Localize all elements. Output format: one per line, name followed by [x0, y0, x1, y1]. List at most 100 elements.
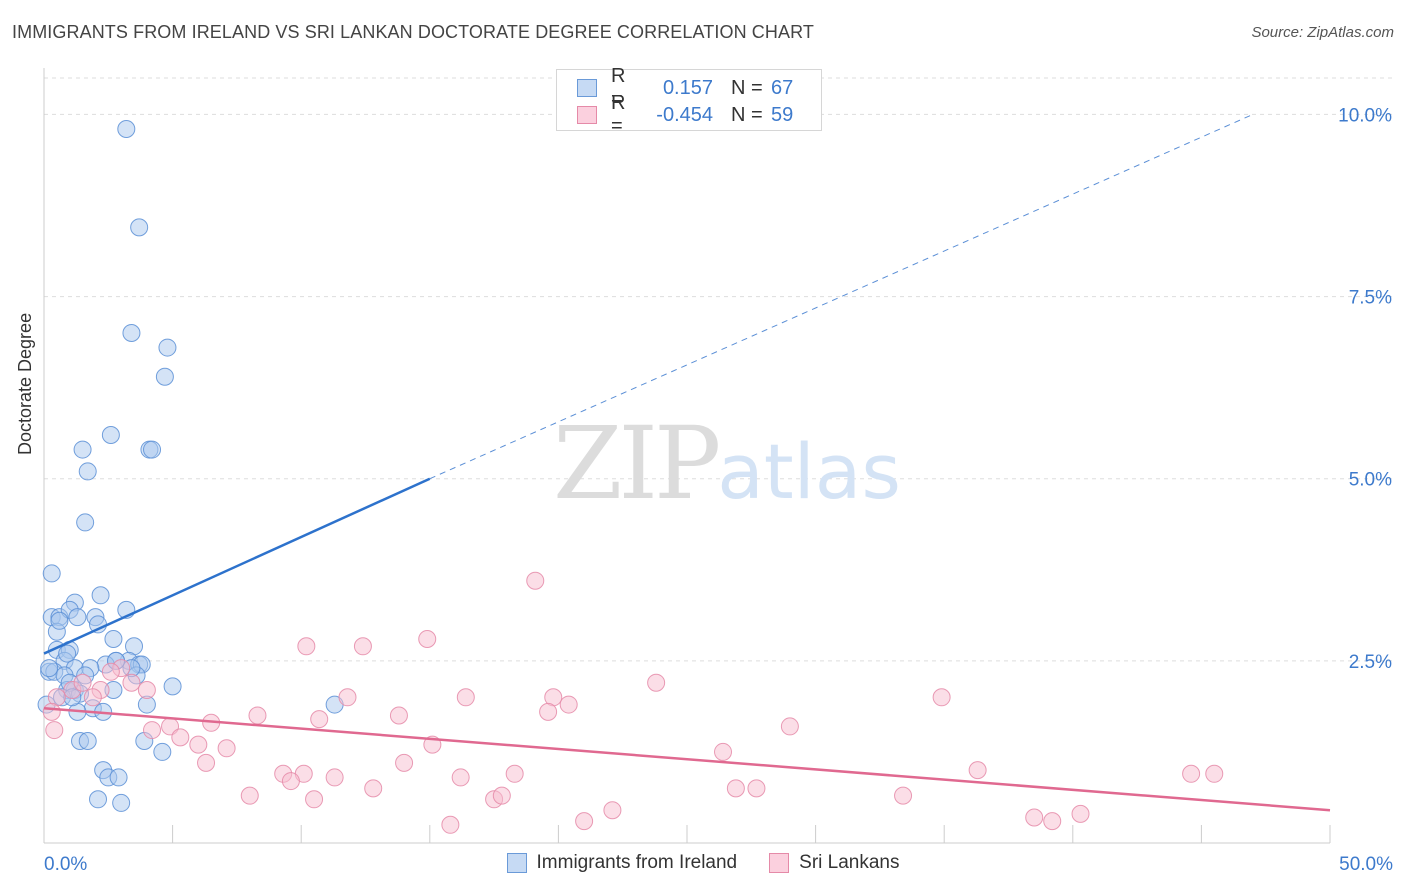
srilanka-point [441, 815, 460, 834]
srilanka-point [505, 764, 524, 783]
srilanka-point [240, 786, 259, 805]
srilanka-point [395, 753, 414, 772]
ireland-point [155, 367, 174, 386]
srilanka-point [83, 688, 102, 707]
y-axis-label: Doctorate Degree [15, 312, 35, 455]
y-tick-label: 7.5% [1349, 288, 1392, 309]
legend-row-ireland: R = 0.157 N = 67 [577, 65, 794, 110]
srilanka-point [575, 812, 594, 831]
stats-legend: R = 0.157 N = 67 R = -0.454 N = 59 [556, 65, 822, 137]
ireland-point [143, 440, 162, 459]
series-swatch-pink [769, 853, 790, 873]
srilanka-point [539, 702, 558, 721]
srilanka-point [492, 786, 511, 805]
srilanka-point [297, 637, 316, 656]
ireland-trend-line [43, 477, 431, 655]
ireland-point [40, 659, 59, 678]
ireland-point [76, 513, 95, 532]
ireland-point [122, 324, 141, 342]
series-legend-ireland: Immigrants from Ireland [506, 852, 738, 874]
srilanka-point [325, 768, 344, 787]
ireland-point [78, 732, 97, 750]
ireland-point [109, 768, 128, 787]
srilanka-point [1182, 764, 1201, 783]
legend-r-label: R = [611, 65, 626, 110]
series-legend: Immigrants from Ireland Sri Lankans [0, 852, 1406, 874]
ireland-point [42, 564, 61, 583]
srilanka-point [189, 735, 208, 754]
srilanka-point [171, 728, 190, 747]
legend-n-label: N = [731, 76, 763, 99]
srilanka-point [364, 779, 383, 798]
ireland-point [117, 120, 136, 138]
legend-row-srilanka: R = -0.454 N = 59 [577, 92, 794, 137]
srilanka-point [603, 801, 622, 820]
srilanka-point [42, 702, 61, 721]
srilanka-point [73, 673, 92, 692]
srilanka-point [456, 688, 475, 707]
srilanka-point [1025, 808, 1044, 827]
series-name: Immigrants from Ireland [536, 852, 738, 873]
ireland-point [50, 611, 69, 630]
legend-swatch-blue [577, 79, 597, 97]
legend-r-label: R = [611, 92, 626, 137]
legend-r-value: 0.157 [662, 76, 713, 99]
srilanka-point [248, 706, 267, 725]
srilanka-point [451, 768, 470, 787]
srilanka-point [559, 695, 578, 714]
srilanka-point [726, 779, 745, 798]
ireland-point [158, 338, 177, 357]
srilanka-point [305, 790, 324, 809]
y-tick-label: 2.5% [1349, 652, 1392, 673]
legend-n-label: N = [731, 103, 763, 126]
series-swatch-blue [506, 853, 527, 873]
ireland-point [91, 586, 110, 605]
srilanka-point [143, 721, 162, 740]
srilanka-point [1043, 812, 1062, 831]
legend-r-value: -0.454 [656, 103, 713, 126]
srilanka-point [714, 742, 733, 761]
srilanka-point [217, 739, 236, 758]
ireland-point [112, 793, 131, 812]
legend-swatch-pink [577, 106, 597, 124]
series-legend-srilanka: Sri Lankans [769, 852, 899, 874]
srilanka-point [1205, 764, 1224, 783]
x-tick-label: 50.0% [1339, 854, 1393, 875]
srilanka-trend-line [43, 706, 1331, 812]
srilanka-point [281, 772, 300, 791]
srilanka-point [197, 753, 216, 772]
ireland-point [163, 677, 182, 696]
source-label: Source: ZipAtlas.com [1251, 24, 1394, 41]
ireland-point [153, 742, 172, 761]
srilanka-point [310, 710, 329, 729]
watermark: ZIPatlas [553, 405, 901, 522]
srilanka-point [137, 681, 156, 699]
srilanka-point [894, 786, 913, 805]
ireland-point [58, 644, 77, 663]
ireland-trend-extension [429, 113, 1254, 480]
ireland-point [68, 608, 87, 627]
srilanka-point [45, 721, 64, 740]
y-tick-label: 5.0% [1349, 470, 1392, 491]
srilanka-point [101, 662, 120, 681]
srilanka-point [647, 673, 666, 692]
y-tick-label: 10.0% [1338, 105, 1392, 126]
ireland-point [104, 630, 123, 648]
ireland-point [73, 440, 92, 459]
srilanka-point [968, 761, 987, 780]
ireland-point [130, 218, 149, 237]
srilanka-point [353, 637, 372, 656]
ireland-point [89, 790, 108, 809]
legend-n-value: 59 [771, 103, 794, 126]
legend-n-value: 67 [771, 76, 794, 99]
srilanka-point [780, 717, 799, 736]
ireland-point [78, 462, 97, 481]
ireland-point [101, 426, 120, 444]
srilanka-point [122, 673, 141, 692]
srilanka-point [418, 630, 437, 648]
srilanka-point [747, 779, 766, 798]
srilanka-point [338, 688, 357, 707]
srilanka-point [1071, 804, 1090, 823]
srilanka-point [526, 571, 545, 590]
srilanka-point [389, 706, 408, 725]
